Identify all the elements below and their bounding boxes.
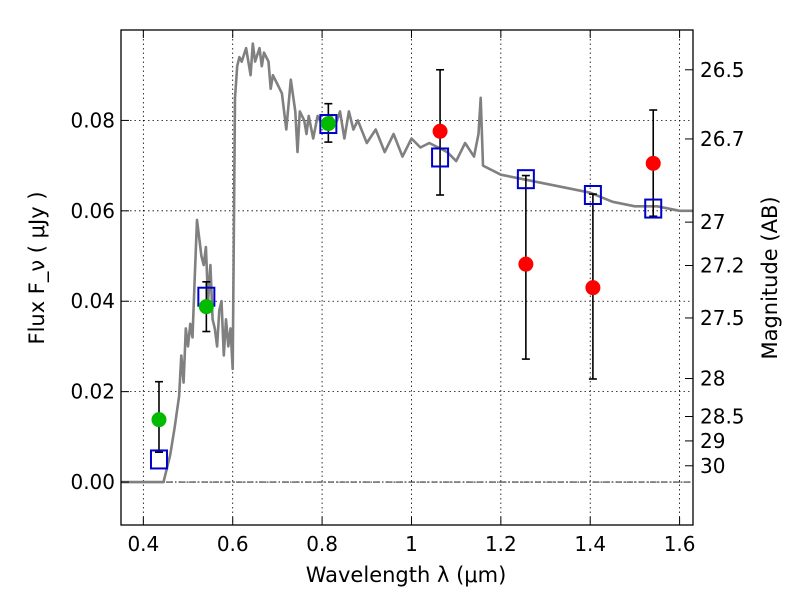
- plot-area: [121, 42, 693, 484]
- model-box-marker: [516, 169, 535, 190]
- y-tick-label: 0.06: [70, 199, 115, 223]
- model-box-marker: [644, 198, 663, 219]
- model-box-marker: [431, 147, 450, 168]
- x-tick-label: 1.4: [574, 532, 606, 556]
- red-data-point: [645, 155, 661, 171]
- red-data-point: [432, 123, 448, 139]
- y2-tick-label: 26.7: [700, 127, 745, 151]
- y-tick-label: 0.08: [70, 108, 115, 132]
- y-axis-label: Flux F_ν ( μJy ): [25, 191, 50, 344]
- x-tick-label: 0.4: [127, 532, 159, 556]
- y2-tick-label: 29: [700, 429, 725, 453]
- y2-tick-label: 27.5: [700, 306, 745, 330]
- plot-frame: [120, 29, 694, 526]
- x-axis-label: Wavelength λ (μm): [306, 563, 507, 587]
- y2-tick-label: 27.2: [700, 254, 745, 278]
- y2-tick-label: 27: [700, 210, 725, 234]
- model-spectrum-line: [121, 42, 693, 484]
- y-tick-label: 0.00: [70, 470, 115, 494]
- model-box-marker: [319, 114, 338, 135]
- x-tick-label: 1.2: [485, 532, 517, 556]
- axis-ticks: 0.4 0.6 0.8 1 1.2 1.4 1.6 0.00 0.02 0.04 0.06 0.08 2…: [70, 30, 745, 556]
- x-tick-label: 0.8: [306, 532, 338, 556]
- y2-axis-label: Magnitude (AB): [758, 196, 782, 359]
- y-tick-label: 0.02: [70, 380, 115, 404]
- y2-tick-label: 28: [700, 367, 725, 391]
- red-data-point: [585, 280, 601, 296]
- green-data-point: [198, 299, 214, 315]
- x-tick-label: 1.6: [664, 532, 696, 556]
- model-box-marker: [583, 185, 602, 205]
- x-tick-label: 1: [405, 532, 418, 556]
- x-tick-label: 0.6: [217, 532, 249, 556]
- green-data-point: [320, 116, 336, 132]
- model-box-marker: [149, 449, 168, 470]
- y-tick-label: 0.04: [70, 289, 115, 313]
- red-data-point: [518, 256, 534, 272]
- green-data-point: [151, 412, 167, 428]
- y2-tick-label: 28.5: [700, 405, 745, 429]
- y2-tick-label: 26.5: [700, 58, 745, 82]
- y2-tick-label: 30: [700, 454, 725, 478]
